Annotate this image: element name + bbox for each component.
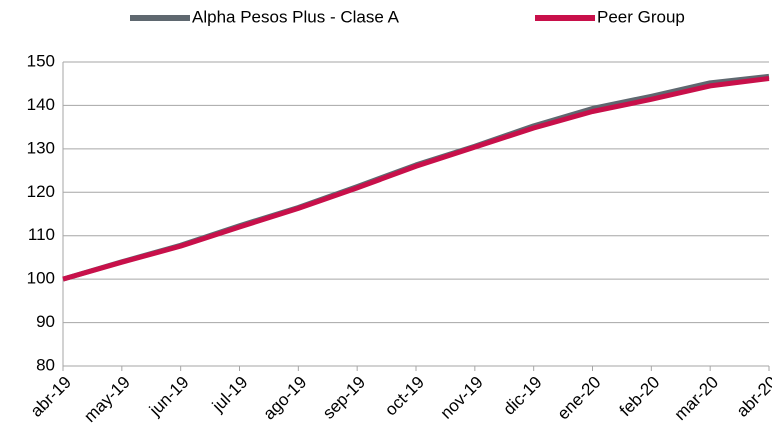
x-tick-label: oct-19 <box>381 373 428 420</box>
legend-label: Alpha Pesos Plus - Clase A <box>192 7 400 26</box>
y-tick-label: 90 <box>36 312 55 331</box>
x-tick-label: feb-20 <box>616 373 664 421</box>
x-tick-label: abr-19 <box>27 373 75 421</box>
x-tick-label: dic-19 <box>499 373 545 419</box>
x-tick-label: jun-19 <box>145 373 193 421</box>
x-tick-label: ene-20 <box>554 373 605 424</box>
x-tick-label: nov-19 <box>437 373 487 423</box>
x-tick-label: sep-19 <box>319 373 369 423</box>
y-tick-label: 80 <box>36 355 55 374</box>
x-tick-label: may-19 <box>80 373 134 427</box>
y-tick-label: 100 <box>27 269 55 288</box>
legend-label: Peer Group <box>597 7 685 26</box>
x-tick-label: mar-20 <box>671 373 723 425</box>
y-tick-label: 110 <box>28 225 55 244</box>
y-tick-label: 130 <box>27 138 55 157</box>
series-line <box>62 76 770 282</box>
x-tick-label: ago-19 <box>259 373 310 424</box>
y-tick-label: 120 <box>27 182 55 201</box>
x-tick-label: abr-20 <box>733 373 772 421</box>
y-tick-label: 150 <box>27 51 55 70</box>
x-tick-label: jul-19 <box>208 373 252 417</box>
y-tick-label: 140 <box>27 95 55 114</box>
